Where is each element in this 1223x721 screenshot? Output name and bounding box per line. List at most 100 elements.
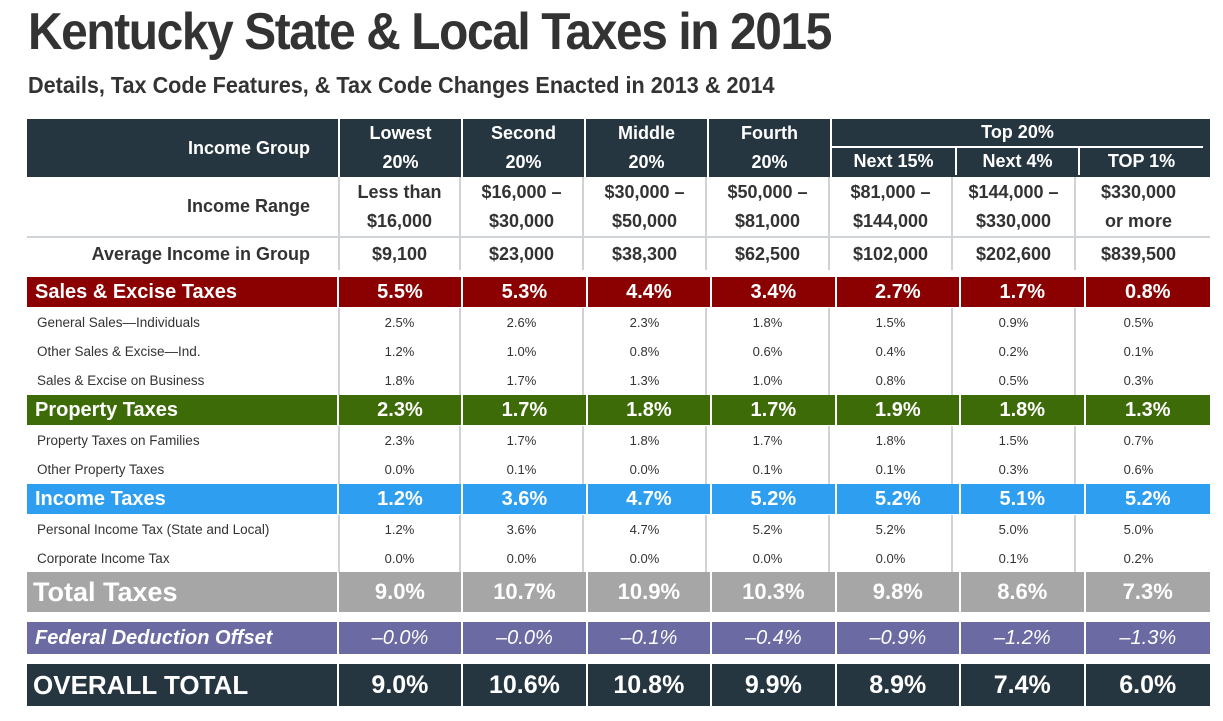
federal-offset-cell: –0.0% bbox=[338, 622, 462, 654]
group-label-line1: Second bbox=[490, 123, 556, 143]
group-lowest: Lowest 20% bbox=[338, 119, 461, 177]
detail-cell: 5.0% bbox=[1123, 522, 1154, 537]
top20-group: Top 20% Next 15% Next 4% TOP 1% bbox=[830, 119, 1203, 177]
income-taxes-cell: 4.7% bbox=[587, 484, 711, 514]
income-range-label: Income Range bbox=[186, 196, 310, 216]
income-range-cell: $330,000 or more bbox=[1076, 177, 1201, 236]
detail-row: Sales & Excise on Business 1.8% 1.7% 1.3… bbox=[27, 366, 1210, 395]
range-line1: $16,000 – bbox=[481, 181, 562, 202]
overall-total-cell: 10.6% bbox=[463, 664, 586, 706]
detail-cell: 5.2% bbox=[830, 515, 953, 544]
detail-cell: 5.2% bbox=[707, 515, 830, 544]
range-line1: $330,000 bbox=[1100, 181, 1177, 202]
total-taxes-cell: 7.3% bbox=[1085, 572, 1210, 612]
detail-cell: 1.7% bbox=[461, 366, 584, 395]
detail-cell: 1.3% bbox=[584, 366, 707, 395]
detail-cell: 1.0% bbox=[461, 337, 584, 366]
average-income-cell: $38,300 bbox=[584, 238, 707, 270]
page-title: Kentucky State & Local Taxes in 2015 bbox=[28, 3, 832, 61]
detail-cell: 1.5% bbox=[953, 426, 1076, 455]
range-line2: $144,000 bbox=[852, 210, 929, 231]
total-taxes-cell: 9.8% bbox=[836, 572, 960, 612]
detail-cell: 0.5% bbox=[1123, 315, 1154, 330]
total-taxes-cell: 10.3% bbox=[712, 572, 835, 612]
detail-row: Property Taxes on Families 2.3% 1.7% 1.8… bbox=[27, 426, 1210, 455]
group-label-line1: Middle bbox=[618, 123, 675, 143]
range-line1: $50,000 – bbox=[727, 181, 808, 202]
range-line1: Less than bbox=[357, 181, 442, 202]
detail-cell: 0.0% bbox=[338, 455, 461, 484]
sales-excise-cell: 1.7% bbox=[961, 277, 1084, 307]
income-range-cell: Less than $16,000 bbox=[338, 177, 461, 236]
detail-row: Corporate Income Tax 0.0% 0.0% 0.0% 0.0%… bbox=[27, 544, 1210, 573]
average-income-cell: $839,500 bbox=[1100, 243, 1177, 264]
detail-cell: 1.2% bbox=[338, 515, 461, 544]
detail-cell: 0.9% bbox=[953, 308, 1076, 337]
group-label-line2: 20% bbox=[505, 152, 542, 172]
income-range-row: Income Range Less than $16,000 $16,000 – $… bbox=[27, 177, 1210, 236]
detail-cell: 1.8% bbox=[338, 366, 461, 395]
group-middle: Middle 20% bbox=[584, 119, 707, 177]
detail-cell: 1.8% bbox=[707, 308, 830, 337]
total-taxes-cell: 10.9% bbox=[587, 572, 711, 612]
detail-row: General Sales—Individuals 2.5% 2.6% 2.3%… bbox=[27, 308, 1210, 337]
income-range-cell: $144,000 – $330,000 bbox=[953, 177, 1076, 236]
detail-cell: 0.6% bbox=[1123, 462, 1154, 477]
range-line2: $330,000 bbox=[975, 210, 1052, 231]
federal-offset-label: Federal Deduction Offset bbox=[27, 622, 337, 654]
property-row: Property Taxes 2.3% 1.7% 1.8% 1.7% 1.9% … bbox=[27, 395, 1210, 425]
income-range-cell: $30,000 – $50,000 bbox=[584, 177, 707, 236]
detail-row: Other Sales & Excise—Ind. 1.2% 1.0% 0.8%… bbox=[27, 337, 1210, 366]
overall-total-cell: 8.9% bbox=[836, 664, 960, 706]
detail-cell: 0.8% bbox=[830, 366, 953, 395]
detail-cell: 0.7% bbox=[1123, 433, 1154, 448]
detail-cell: 2.6% bbox=[461, 308, 584, 337]
federal-offset-cell: –1.3% bbox=[1085, 622, 1210, 654]
detail-cell: 0.1% bbox=[707, 455, 830, 484]
income-taxes-row: Income Taxes 1.2% 3.6% 4.7% 5.2% 5.2% 5.… bbox=[27, 484, 1210, 514]
average-income-cell: $23,000 bbox=[461, 238, 584, 270]
detail-cell: 1.7% bbox=[461, 426, 584, 455]
sales-excise-cell: 2.7% bbox=[836, 277, 960, 307]
detail-cell: 0.1% bbox=[461, 455, 584, 484]
sales-excise-row: Sales & Excise Taxes 5.5% 5.3% 4.4% 3.4%… bbox=[27, 277, 1210, 307]
detail-cell: 0.3% bbox=[1123, 373, 1154, 388]
income-taxes-label: Income Taxes bbox=[27, 484, 337, 514]
group-label-line2: 20% bbox=[751, 152, 788, 172]
range-line2: or more bbox=[1104, 210, 1173, 231]
page-subtitle: Details, Tax Code Features, & Tax Code C… bbox=[28, 72, 775, 98]
detail-row: Personal Income Tax (State and Local) 1.… bbox=[27, 515, 1210, 544]
detail-cell: 0.0% bbox=[584, 455, 707, 484]
income-taxes-cell: 5.1% bbox=[961, 484, 1084, 514]
group-label-line1: Fourth bbox=[741, 123, 798, 143]
overall-total-row: OVERALL TOTAL 9.0% 10.6% 10.8% 9.9% 8.9%… bbox=[27, 664, 1210, 706]
total-taxes-cell: 9.0% bbox=[338, 572, 462, 612]
detail-cell: 0.6% bbox=[707, 337, 830, 366]
range-line2: $81,000 bbox=[734, 210, 801, 231]
property-cell: 1.8% bbox=[587, 395, 711, 425]
detail-cell: 0.5% bbox=[953, 366, 1076, 395]
top20-label: Top 20% bbox=[832, 119, 1203, 148]
average-income-cell: $102,000 bbox=[830, 238, 953, 270]
sales-excise-cell: 5.3% bbox=[463, 277, 586, 307]
average-income-cell: $202,600 bbox=[953, 238, 1076, 270]
detail-label: Other Property Taxes bbox=[37, 462, 165, 477]
range-line1: $144,000 – bbox=[968, 181, 1059, 202]
overall-total-cell: 6.0% bbox=[1085, 664, 1210, 706]
detail-cell: 5.0% bbox=[953, 515, 1076, 544]
range-line1: $30,000 – bbox=[604, 181, 685, 202]
federal-offset-cell: –0.0% bbox=[463, 622, 586, 654]
overall-total-cell: 10.8% bbox=[587, 664, 711, 706]
federal-offset-row: Federal Deduction Offset –0.0% –0.0% –0.… bbox=[27, 622, 1210, 654]
range-line2: $30,000 bbox=[488, 210, 555, 231]
federal-offset-cell: –1.2% bbox=[961, 622, 1084, 654]
property-cell: 1.3% bbox=[1085, 395, 1210, 425]
detail-label: Sales & Excise on Business bbox=[37, 373, 205, 388]
federal-offset-cell: –0.1% bbox=[587, 622, 711, 654]
overall-total-cell: 9.9% bbox=[712, 664, 835, 706]
detail-cell: 1.2% bbox=[338, 337, 461, 366]
detail-cell: 0.0% bbox=[830, 544, 953, 573]
income-range-cell: $50,000 – $81,000 bbox=[707, 177, 830, 236]
header-row: Income Group Lowest 20% Second 20% Middl… bbox=[27, 119, 1210, 177]
income-taxes-cell: 5.2% bbox=[712, 484, 835, 514]
